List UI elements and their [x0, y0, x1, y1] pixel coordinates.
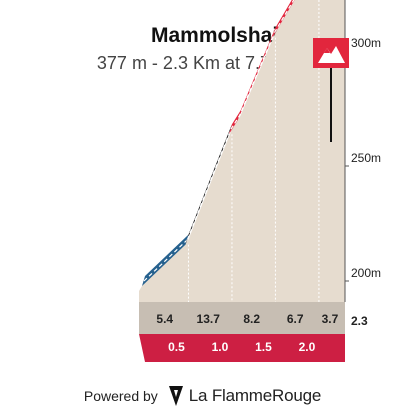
elevation-profile-chart: 5.4 13.7 8.2 6.7 3.7 0.5 1.0 1.5 2.0 2.3 200m 250m… [139, 0, 381, 362]
gradient-segment-3 [228, 27, 276, 135]
powered-by-label: Powered by [83, 388, 158, 404]
segment-centre-line-3 [230, 32, 275, 130]
segment-gradient-label-2: 13.7 [197, 312, 221, 326]
summit-flag-icon [313, 38, 349, 142]
elevation-tick-label-2: 250m [351, 151, 381, 165]
segment-gradient-label-4: 6.7 [287, 312, 304, 326]
distance-tick-label-1: 0.5 [168, 340, 185, 354]
brand-name: La FlammeRouge [188, 386, 322, 405]
la-flamme-rouge-logo-icon [168, 386, 183, 406]
segment-gradient-label-1: 5.4 [156, 312, 173, 326]
footer: Powered by La FlammeRouge [0, 385, 405, 407]
segment-gradient-label-3: 8.2 [243, 312, 260, 326]
climb-summary: 377 m - 2.3 Km at 7.7 % [96, 53, 291, 73]
elevation-tick-label-1: 200m [351, 266, 381, 280]
profile-base [139, 302, 345, 334]
terrain-fill [139, 0, 345, 302]
distance-tick-label-3: 1.5 [255, 340, 272, 354]
elevation-tick-label-3: 300m [351, 36, 381, 50]
distance-tick-label-2: 1.0 [212, 340, 229, 354]
distance-tick-label-4: 2.0 [299, 340, 316, 354]
climb-title: Mammolshain [150, 24, 291, 47]
segment-centre-line-4 [273, 0, 295, 33]
segment-gradient-label-5: 3.7 [322, 312, 339, 326]
segment-centre-line-1 [143, 239, 188, 282]
distance-band [139, 334, 345, 362]
distance-tick-label-5: 2.3 [351, 314, 368, 328]
gradient-segment-4 [272, 0, 295, 38]
segment-centre-line-2 [186, 128, 232, 240]
